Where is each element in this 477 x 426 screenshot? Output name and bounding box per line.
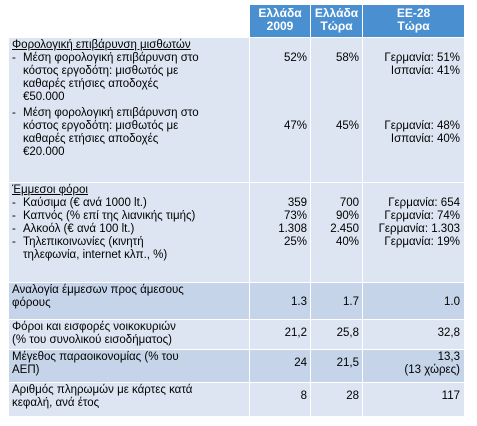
row-label: καθαρές ετήσιες αποδοχές bbox=[23, 133, 159, 145]
row-label: (% του συνολικού εισοδήματος) bbox=[12, 334, 173, 346]
table-row: Αναλογία έμμεσων προς άμεσους φόρους 1.3… bbox=[9, 283, 464, 320]
cell-value: 32,8 bbox=[362, 320, 464, 349]
row-label: Αναλογία έμμεσων προς άμεσους bbox=[12, 284, 184, 296]
row-label-cell: Φόροι και εισφορές νοικοκυριών (% του συ… bbox=[9, 320, 249, 349]
cell-value: 58% bbox=[335, 52, 359, 64]
indirect-eu28: Γερμανία: 654 Γερμανία: 74% Γερμανία: 1.… bbox=[362, 183, 464, 282]
header-text: Τώρα bbox=[397, 19, 430, 33]
header-text: Τώρα bbox=[320, 19, 353, 33]
cell-value: 45% bbox=[335, 120, 359, 132]
header-empty-cell bbox=[9, 5, 249, 37]
header-greece-now: Ελλάδα Τώρα bbox=[310, 5, 362, 37]
cell-value: Γερμανία: 74% bbox=[384, 210, 460, 222]
cell-value: Γερμανία: 19% bbox=[384, 236, 460, 248]
indirect-labels: Έμμεσοι φόροι - Καύσιμα (€ ανά 1000 lt.) … bbox=[9, 183, 249, 282]
cell-value: 8 bbox=[249, 383, 310, 416]
row-label: Αλκοόλ (€ ανά 100 lt.) bbox=[23, 223, 135, 235]
cell-value-line: (13 χώρες) bbox=[404, 364, 460, 376]
row-label: Αριθμός πληρωμών με κάρτες κατά bbox=[12, 384, 193, 396]
cell-value: Ισπανία: 41% bbox=[390, 65, 460, 77]
section-income-tax: Φορολογική επιβάρυνση μισθωτών - Μέση φο… bbox=[9, 38, 464, 183]
row-label: Καπνός (% επί της λιανικής τιμής) bbox=[23, 210, 196, 222]
row-label: τηλεφωνία, internet κλπ., %) bbox=[23, 249, 168, 261]
cell-value: 21,2 bbox=[249, 320, 310, 349]
section-indirect-taxes: Έμμεσοι φόροι - Καύσιμα (€ ανά 1000 lt.) … bbox=[9, 183, 464, 283]
row-label-cell: Αριθμός πληρωμών με κάρτες κατά κεφαλή, … bbox=[9, 383, 249, 416]
cell-value: Γερμανία: 48% bbox=[384, 120, 460, 132]
income-tax-greece-2009: 52% 47% bbox=[249, 38, 310, 182]
row-label: Μέγεθος παραοικονομίας (% του bbox=[12, 351, 179, 363]
row-label-cell: Μέγεθος παραοικονομίας (% του ΑΕΠ) bbox=[9, 350, 249, 382]
indirect-greece-2009: 359 73% 1.308 25% bbox=[249, 183, 310, 282]
row-label: Μέση φορολογική επιβάρυνση στο bbox=[23, 107, 199, 119]
row-label: Τηλεπικοινωνίες (κινητή bbox=[23, 236, 144, 248]
header-text: Ελλάδα bbox=[314, 6, 359, 20]
row-label: €50.000 bbox=[23, 91, 65, 103]
cell-value-line: 13,3 bbox=[437, 351, 460, 363]
row-label: €20.000 bbox=[23, 146, 65, 158]
cell-value: 40% bbox=[335, 236, 359, 248]
cell-value: 1.7 bbox=[310, 283, 362, 319]
row-label: φόρους bbox=[12, 297, 51, 309]
row-label: Φόροι και εισφορές νοικοκυριών bbox=[12, 321, 176, 333]
list-item: - Μέση φορολογική επιβάρυνση στο κόστος … bbox=[12, 52, 199, 103]
cell-value: 700 bbox=[339, 197, 359, 209]
header-text: Ελλάδα bbox=[258, 6, 302, 20]
cell-value: 117 bbox=[362, 383, 464, 416]
header-text: ΕΕ-28 bbox=[396, 6, 431, 20]
cell-value: 1.308 bbox=[278, 223, 307, 235]
list-item: - Τηλεπικοινωνίες (κινητή τηλεφωνία, int… bbox=[12, 236, 168, 261]
cell-value: 28 bbox=[310, 383, 362, 416]
list-item: - Αλκοόλ (€ ανά 100 lt.) bbox=[12, 223, 135, 235]
cell-value: Γερμανία: 654 bbox=[388, 197, 460, 209]
cell-value: 359 bbox=[287, 197, 307, 209]
header-greece-2009: Ελλάδα 2009 bbox=[249, 5, 310, 37]
cell-value: 47% bbox=[283, 120, 307, 132]
table-row: Μέγεθος παραοικονομίας (% του ΑΕΠ) 24 21… bbox=[9, 350, 464, 383]
row-label: ΑΕΠ) bbox=[12, 364, 40, 376]
cell-value: 21,5 bbox=[310, 350, 362, 382]
section-title: Φορολογική επιβάρυνση μισθωτών bbox=[12, 39, 191, 51]
list-item: - Μέση φορολογική επιβάρυνση στο κόστος … bbox=[12, 107, 199, 158]
cell-value: 24 bbox=[249, 350, 310, 382]
cell-value: 13,3 (13 χώρες) bbox=[362, 350, 464, 382]
cell-value: 90% bbox=[335, 210, 359, 222]
header-eu28-now: ΕΕ-28 Τώρα bbox=[362, 5, 464, 37]
row-label: κεφαλή, ανά έτος bbox=[12, 397, 100, 409]
row-label: κόστος εργοδότη: μισθωτός με bbox=[23, 120, 179, 132]
header-text: 2009 bbox=[266, 19, 294, 33]
income-tax-labels: Φορολογική επιβάρυνση μισθωτών - Μέση φο… bbox=[9, 38, 249, 182]
row-label: καθαρές ετήσιες αποδοχές bbox=[23, 78, 159, 90]
cell-value: 73% bbox=[283, 210, 307, 222]
cell-value: 1.3 bbox=[249, 283, 310, 319]
cell-value: Γερμανία: 51% bbox=[384, 52, 460, 64]
income-tax-greece-now: 58% 45% bbox=[310, 38, 362, 182]
list-item: - Καύσιμα (€ ανά 1000 lt.) bbox=[12, 197, 147, 209]
cell-value: 52% bbox=[283, 52, 307, 64]
cell-value: Γερμανία: 1.303 bbox=[378, 223, 460, 235]
row-label-cell: Αναλογία έμμεσων προς άμεσους φόρους bbox=[9, 283, 249, 319]
cell-value: 2.450 bbox=[330, 223, 359, 235]
tax-comparison-table: Ελλάδα 2009 Ελλάδα Τώρα ΕΕ-28 Τώρα Φορολ… bbox=[9, 5, 464, 417]
income-tax-eu28: Γερμανία: 51% Ισπανία: 41% Γερμανία: 48%… bbox=[362, 38, 464, 182]
indirect-greece-now: 700 90% 2.450 40% bbox=[310, 183, 362, 282]
table-row: Φόροι και εισφορές νοικοκυριών (% του συ… bbox=[9, 320, 464, 350]
list-item: - Καπνός (% επί της λιανικής τιμής) bbox=[12, 210, 196, 222]
cell-value: 25% bbox=[283, 236, 307, 248]
row-label: Καύσιμα (€ ανά 1000 lt.) bbox=[23, 197, 147, 209]
cell-value: Ισπανία: 40% bbox=[390, 133, 460, 145]
cell-value: 25,8 bbox=[310, 320, 362, 349]
section-title: Έμμεσοι φόροι bbox=[12, 184, 88, 196]
cell-value: 1.0 bbox=[362, 283, 464, 319]
row-label: κόστος εργοδότη: μισθωτός με bbox=[23, 65, 179, 77]
table-header: Ελλάδα 2009 Ελλάδα Τώρα ΕΕ-28 Τώρα bbox=[9, 5, 464, 38]
table-row: Αριθμός πληρωμών με κάρτες κατά κεφαλή, … bbox=[9, 383, 464, 417]
row-label: Μέση φορολογική επιβάρυνση στο bbox=[23, 52, 199, 64]
